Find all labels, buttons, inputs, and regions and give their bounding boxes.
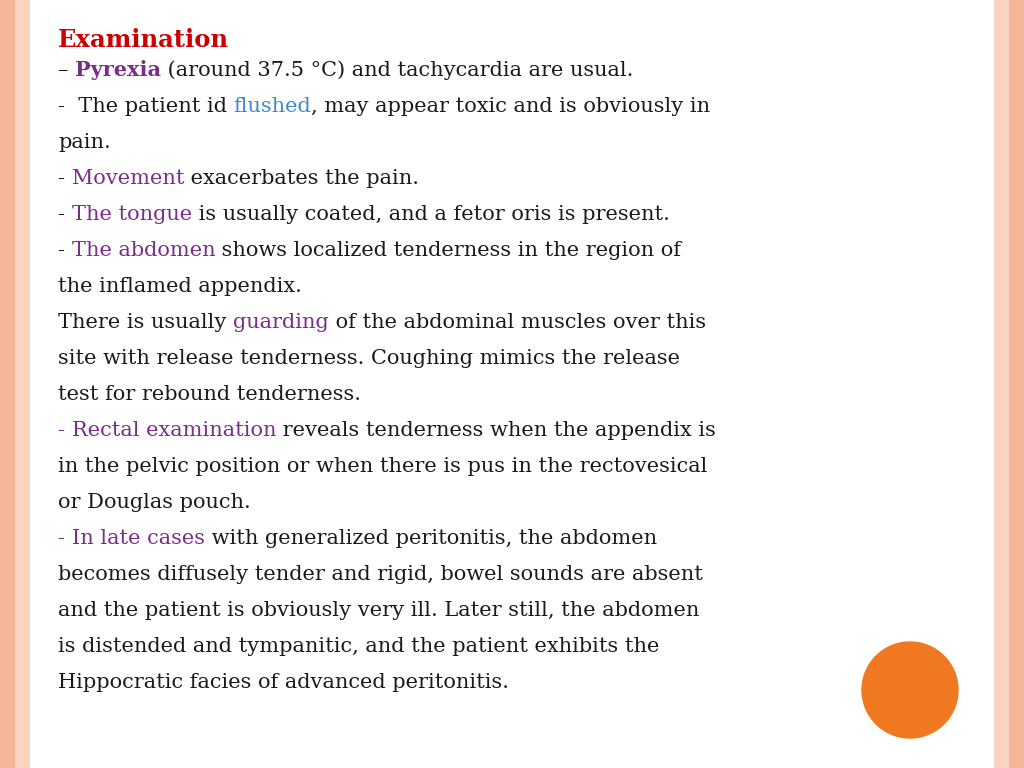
Text: and the patient is obviously very ill. Later still, the abdomen: and the patient is obviously very ill. L… [58,601,699,620]
Text: -: - [58,204,72,223]
Text: –: – [58,61,75,80]
Text: -: - [58,528,72,548]
Text: Pyrexia: Pyrexia [75,61,161,81]
Text: site with release tenderness. Coughing mimics the release: site with release tenderness. Coughing m… [58,349,680,368]
Text: of the abdominal muscles over this: of the abdominal muscles over this [329,313,706,332]
Text: There is usually: There is usually [58,313,233,332]
Bar [15,0,30,768]
Text: is usually coated, and a fetor oris is present.: is usually coated, and a fetor oris is p… [191,204,670,223]
Text: guarding: guarding [233,313,329,332]
Text: Examination: Examination [58,28,229,52]
Text: In late cases: In late cases [72,528,205,548]
Text: is distended and tympanitic, and the patient exhibits the: is distended and tympanitic, and the pat… [58,637,659,656]
Circle shape [862,642,958,738]
Bar [994,0,1024,768]
Text: in the pelvic position or when there is pus in the rectovesical: in the pelvic position or when there is … [58,456,708,475]
Text: , may appear toxic and is obviously in: , may appear toxic and is obviously in [311,97,711,115]
Text: flushed: flushed [233,97,311,115]
Text: -: - [58,421,72,439]
Text: with generalized peritonitis, the abdomen: with generalized peritonitis, the abdome… [205,528,656,548]
Text: Movement: Movement [72,168,184,187]
Text: Hippocratic facies of advanced peritonitis.: Hippocratic facies of advanced peritonit… [58,673,509,691]
Text: The tongue: The tongue [72,204,191,223]
Text: the inflamed appendix.: the inflamed appendix. [58,276,302,296]
Text: shows localized tenderness in the region of: shows localized tenderness in the region… [215,240,681,260]
Text: reveals tenderness when the appendix is: reveals tenderness when the appendix is [276,421,716,439]
Text: becomes diffusely tender and rigid, bowel sounds are absent: becomes diffusely tender and rigid, bowe… [58,564,702,584]
Text: or Douglas pouch.: or Douglas pouch. [58,492,251,511]
Text: test for rebound tenderness.: test for rebound tenderness. [58,385,361,403]
Text: (around 37.5 °C) and tachycardia are usual.: (around 37.5 °C) and tachycardia are usu… [161,61,634,80]
Bar [0,0,30,768]
Text: pain.: pain. [58,133,111,151]
Text: The abdomen: The abdomen [72,240,215,260]
Bar [994,0,1009,768]
Text: exacerbates the pain.: exacerbates the pain. [184,168,419,187]
Text: -: - [58,168,72,187]
Text: -  The patient id: - The patient id [58,97,233,115]
Text: Rectal examination: Rectal examination [72,421,276,439]
Text: -: - [58,240,72,260]
